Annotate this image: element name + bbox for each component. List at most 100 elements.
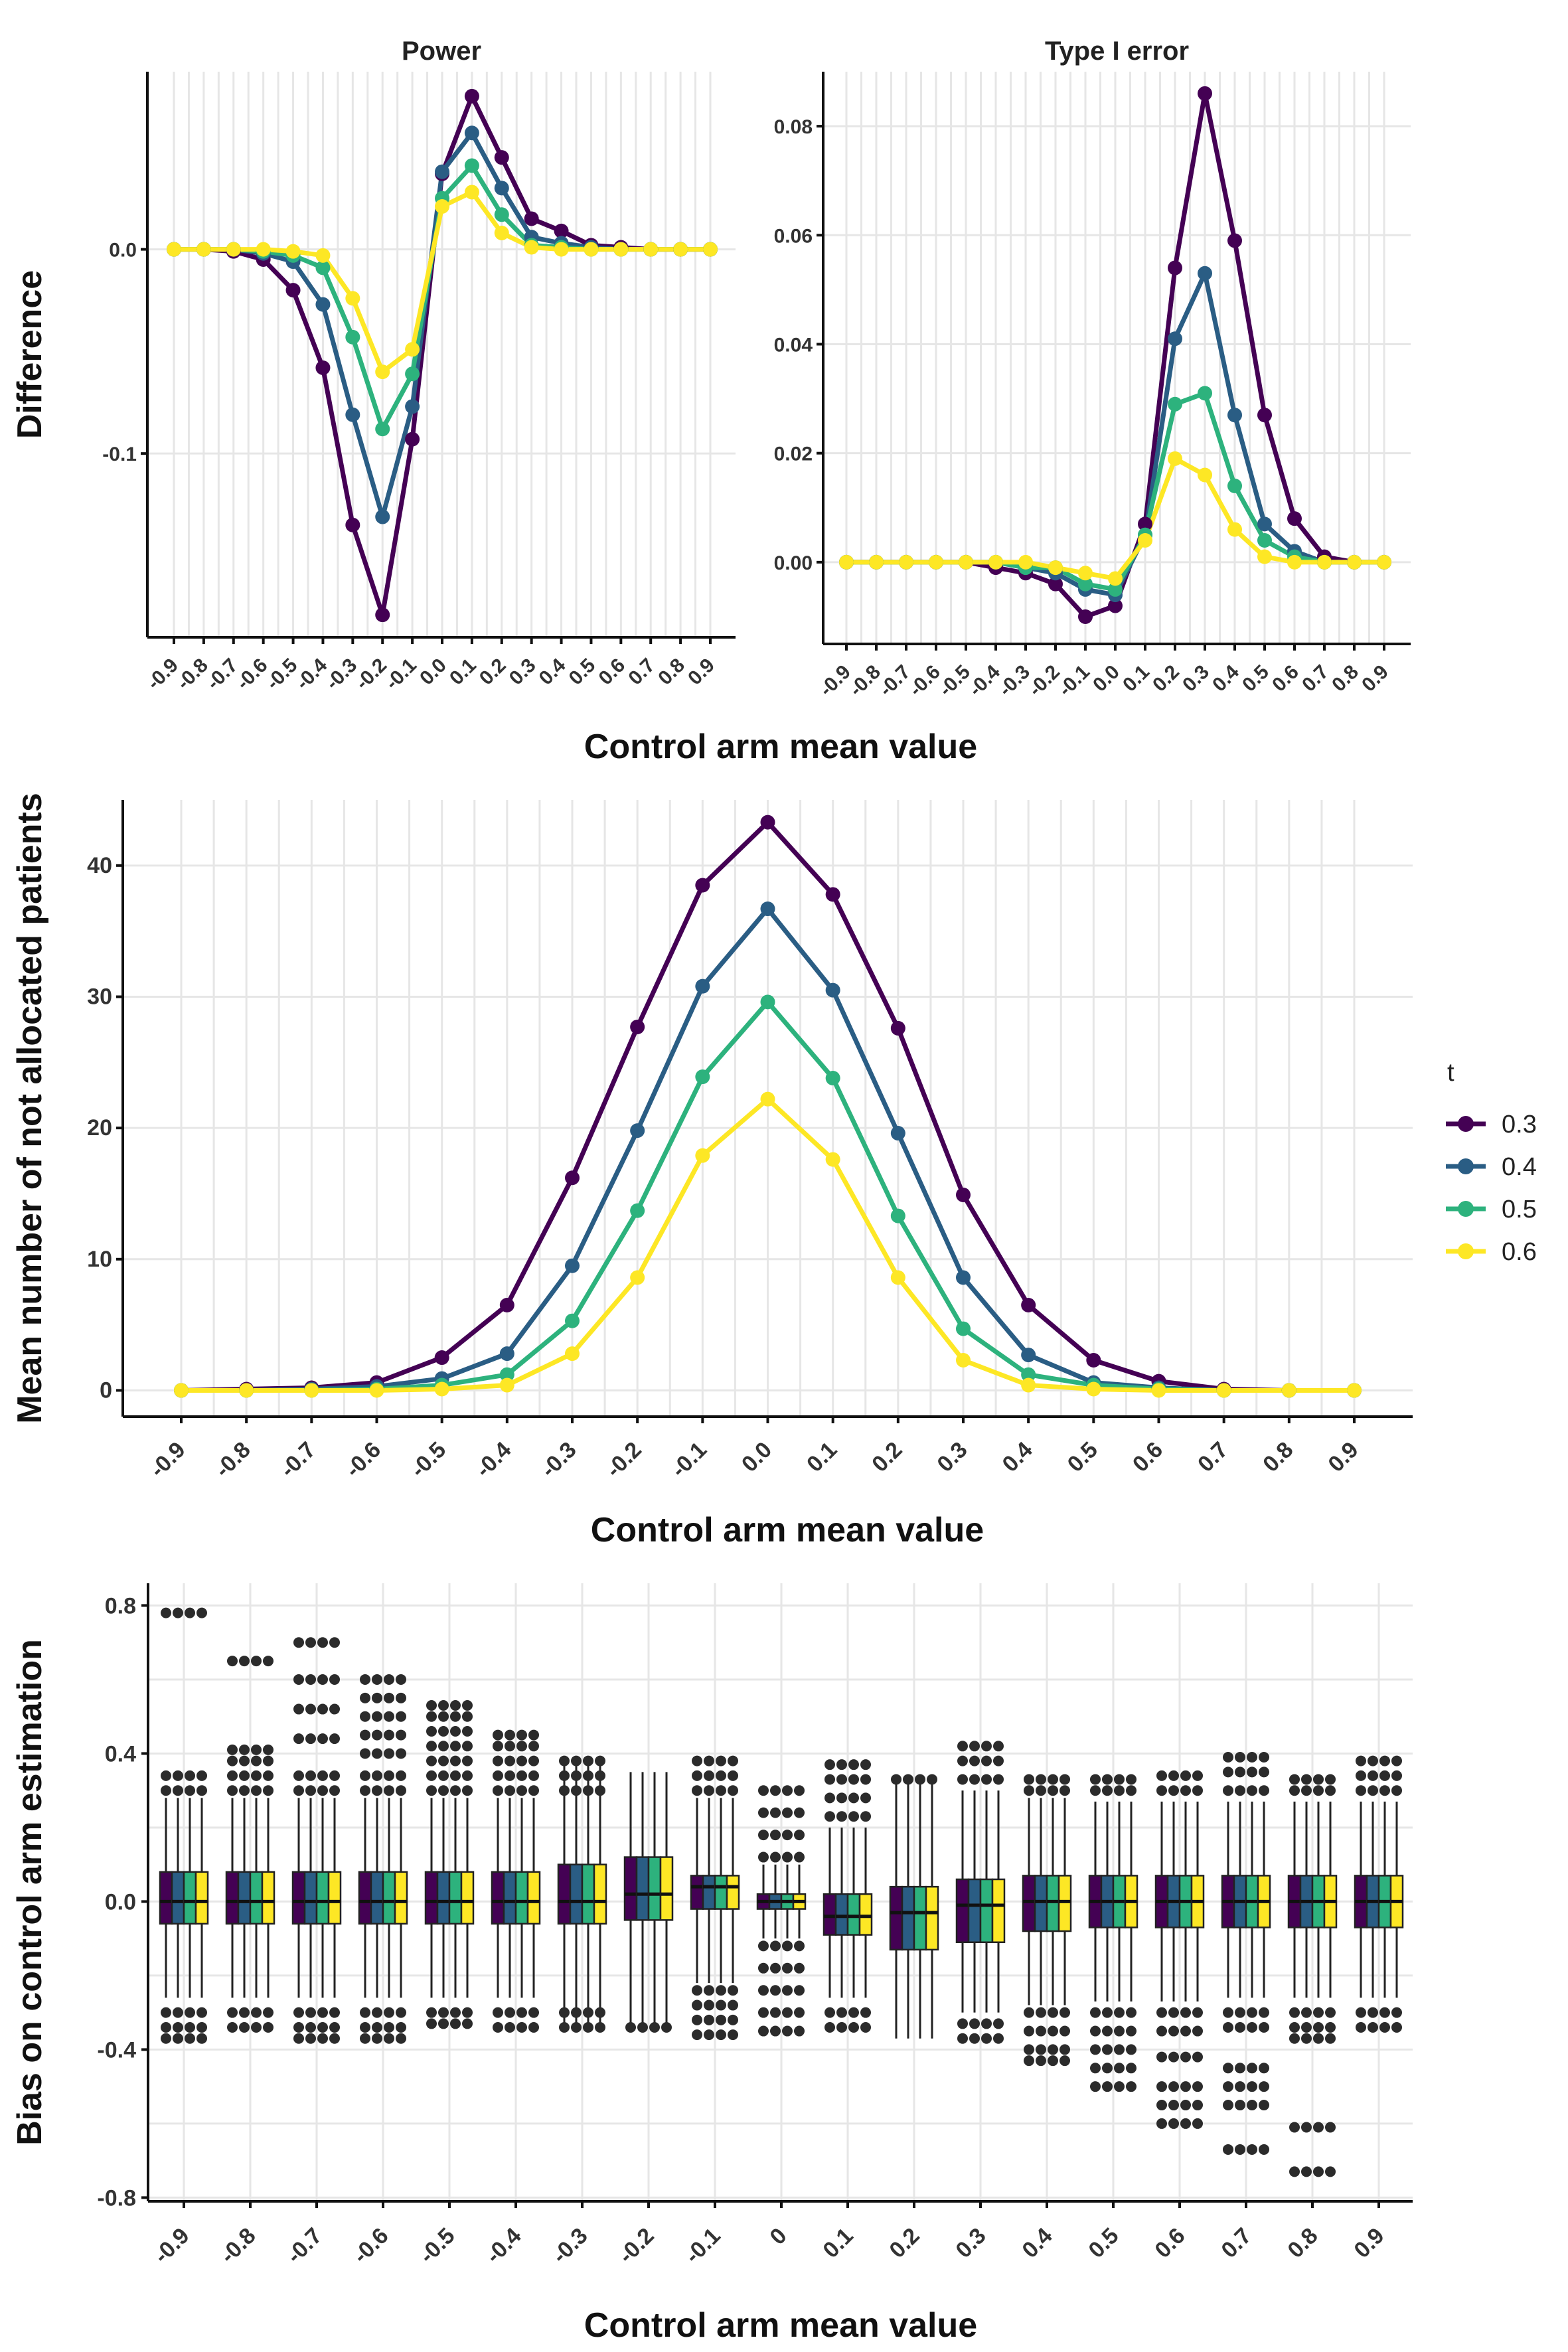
box-outlier-t-0.5 (782, 1851, 793, 1863)
box-outlier-t-0.6 (1391, 1755, 1402, 1766)
y-tick-label: 0.8 (105, 1593, 136, 1618)
data-point-t-0.6 (494, 225, 509, 240)
box-outlier-t-0.5 (516, 1785, 527, 1796)
x-tick-label: 0.9 (1358, 661, 1393, 696)
box-t-0.4 (834, 1893, 849, 1936)
box-outlier-t-0.4 (1368, 1770, 1378, 1781)
data-point-t-0.6 (499, 1377, 514, 1393)
box-outlier-t-0.3 (1024, 1785, 1034, 1796)
data-point-t-0.6 (1347, 1383, 1362, 1398)
box-outlier-t-0.5 (1180, 2007, 1191, 2018)
box-outlier-t-0.6 (1126, 1785, 1137, 1796)
box-outlier-t-0.5 (1180, 1785, 1191, 1796)
box-outlier-t-0.6 (329, 2021, 340, 2033)
box-outlier-t-0.6 (1192, 1770, 1203, 1781)
data-point-t-0.6 (1086, 1381, 1101, 1397)
box-outlier-t-0.5 (1247, 1766, 1257, 1778)
y-axis-title: Mean number of not allocated patients (11, 793, 49, 1424)
box-outlier-t-0.3 (227, 1744, 238, 1755)
data-point-t-0.4 (494, 181, 509, 196)
box-outlier-t-0.3 (1223, 1766, 1233, 1778)
box-outlier-t-0.6 (1259, 2100, 1269, 2111)
box-outlier-t-0.5 (384, 1785, 394, 1796)
box-outlier-t-0.3 (293, 1770, 304, 1781)
box-outlier-t-0.3 (891, 1774, 902, 1785)
box-outlier-t-0.3 (758, 1830, 769, 1841)
box-outlier-t-0.4 (770, 1851, 781, 1863)
box-outlier-t-0.4 (438, 1699, 449, 1711)
box-outlier-t-0.4 (836, 1811, 847, 1822)
data-point-t-0.3 (434, 1350, 449, 1366)
data-point-t-0.6 (565, 1346, 580, 1362)
box-outlier-t-0.6 (396, 2033, 406, 2044)
box-outlier-t-0.3 (824, 1811, 835, 1822)
box-t-0.5 (382, 1871, 396, 1925)
box-outlier-t-0.6 (462, 1755, 473, 1766)
box-outlier-t-0.4 (1301, 1774, 1312, 1785)
data-point-t-0.5 (1021, 1367, 1036, 1382)
box-outlier-t-0.4 (1368, 2021, 1378, 2033)
box-outlier-t-0.4 (173, 2033, 183, 2044)
box-outlier-t-0.6 (329, 1637, 340, 1648)
box-t-0.4 (303, 1871, 318, 1925)
y-tick-label: 0.08 (774, 116, 813, 138)
box-outlier-t-0.6 (728, 2029, 738, 2041)
box-outlier-t-0.4 (770, 2007, 781, 2018)
box-outlier-t-0.5 (716, 2014, 726, 2025)
box-outlier-t-0.3 (957, 1774, 968, 1785)
box-outlier-t-0.5 (317, 1703, 328, 1715)
box-outlier-t-0.6 (728, 1985, 738, 1996)
box-outlier-t-0.6 (1059, 2044, 1070, 2055)
box-outlier-t-0.3 (1090, 1774, 1101, 1785)
box-outlier-t-0.3 (1024, 1774, 1034, 1785)
data-point-t-0.6 (613, 242, 629, 257)
data-point-t-0.6 (890, 1270, 905, 1285)
box-outlier-t-0.5 (1048, 2044, 1058, 2055)
box-outlier-t-0.6 (396, 1770, 406, 1781)
box-outlier-t-0.3 (161, 2033, 171, 2044)
x-tick-label: -0.1 (381, 655, 421, 694)
box-outlier-t-0.3 (293, 1703, 304, 1715)
box-outlier-t-0.4 (969, 2033, 980, 2044)
box-outlier-t-0.5 (1180, 2100, 1191, 2111)
box-t-0.3 (225, 1871, 240, 1925)
data-point-t-0.6 (1317, 554, 1332, 570)
box-outlier-t-0.4 (836, 1792, 847, 1804)
y-tick-label: 10 (87, 1247, 112, 1272)
box-outlier-t-0.3 (758, 1962, 769, 1974)
x-tick-label: 0.0 (1089, 661, 1124, 696)
box-outlier-t-0.6 (728, 2014, 738, 2025)
box-outlier-t-0.3 (426, 1711, 437, 1722)
box-outlier-t-0.5 (1313, 1774, 1324, 1785)
data-point-t-0.5 (315, 260, 331, 275)
box-outlier-t-0.6 (794, 1807, 805, 1818)
data-point-t-0.6 (239, 1383, 254, 1398)
data-point-t-0.3 (494, 150, 509, 165)
y-tick-label: 0.06 (774, 225, 813, 247)
box-outlier-t-0.3 (1156, 1770, 1167, 1781)
data-point-t-0.4 (1021, 1348, 1036, 1363)
box-outlier-t-0.5 (782, 1940, 793, 1952)
box-outlier-t-0.4 (505, 1755, 515, 1766)
box-outlier-t-0.6 (794, 1851, 805, 1863)
box-outlier-t-0.4 (438, 1741, 449, 1752)
data-point-t-0.6 (959, 554, 973, 570)
box-outlier-t-0.5 (450, 1699, 461, 1711)
box-outlier-t-0.6 (1126, 2063, 1137, 2074)
box-outlier-t-0.6 (1059, 2007, 1070, 2018)
data-point-t-0.6 (285, 244, 301, 259)
data-point-t-0.6 (630, 1270, 645, 1285)
box-outlier-t-0.6 (1259, 2063, 1269, 2074)
x-tick-label: 0.8 (1328, 661, 1363, 696)
box-outlier-t-0.6 (329, 2007, 340, 2018)
box-outlier-t-0.4 (505, 1741, 515, 1752)
box-outlier-t-0.5 (1247, 2007, 1257, 2018)
box-outlier-t-0.4 (305, 1785, 316, 1796)
box-outlier-t-0.5 (583, 1785, 593, 1796)
box-outlier-t-0.4 (1102, 2063, 1113, 2074)
box-outlier-t-0.3 (1289, 2033, 1300, 2044)
box-outlier-t-0.3 (1090, 2007, 1101, 2018)
data-point-t-0.6 (1138, 533, 1152, 548)
box-outlier-t-0.4 (505, 2021, 515, 2033)
box-outlier-t-0.6 (528, 1741, 539, 1752)
